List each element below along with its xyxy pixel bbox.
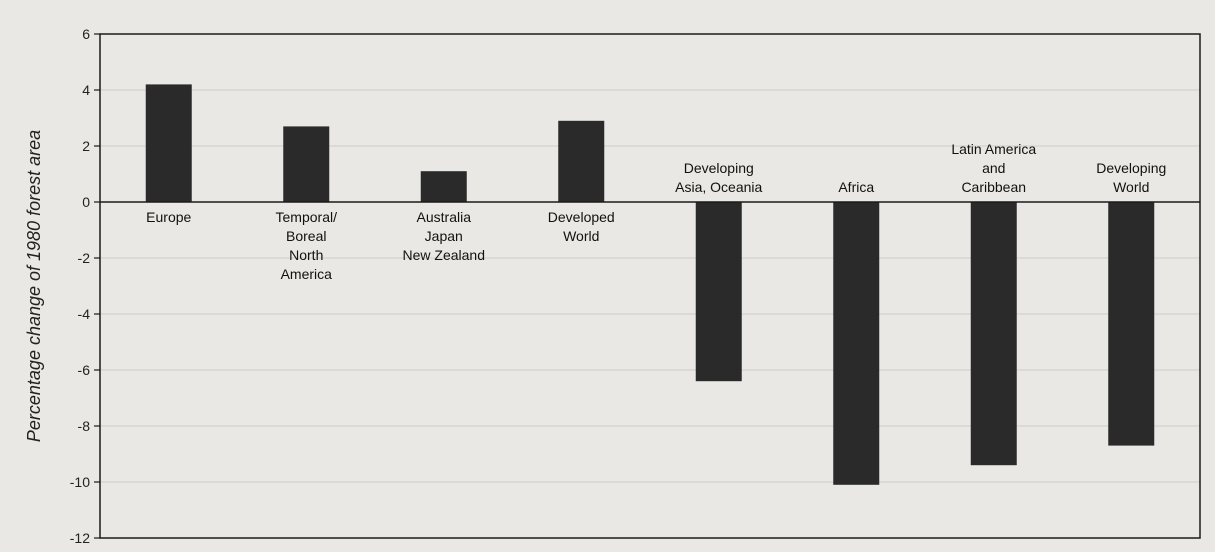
category-label-line: New Zealand	[403, 247, 486, 263]
category-label-line: Developed	[548, 209, 615, 225]
category-label-line: Developing	[1096, 160, 1166, 176]
category-label-line: and	[982, 160, 1005, 176]
bar-6	[970, 202, 1017, 466]
category-label-line: America	[281, 266, 333, 282]
bar-2	[420, 171, 467, 202]
category-label-3: Developed World	[548, 209, 615, 244]
y-tick-label: 0	[82, 194, 90, 210]
category-label-line: World	[563, 228, 599, 244]
bar-4	[695, 202, 742, 382]
category-label-line: Asia, Oceania	[675, 179, 762, 195]
category-labels: Europe Temporal/Boreal North America Austral…	[146, 141, 1166, 282]
category-label-line: Boreal	[286, 228, 326, 244]
y-tick-label: -8	[78, 418, 91, 434]
bar-3	[558, 120, 605, 202]
y-tick-label: 4	[82, 82, 90, 98]
category-label-7: Developing World	[1096, 160, 1166, 195]
category-label-line: North	[289, 247, 323, 263]
plot-frame	[99, 33, 1201, 539]
category-label-2: Australia Japan New Zealand	[403, 209, 486, 263]
category-label-line: Temporal/	[276, 209, 338, 225]
y-tick-label: -6	[78, 362, 91, 378]
category-label-line: Latin America	[951, 141, 1036, 157]
category-label-line: Developing	[684, 160, 754, 176]
bar-7	[1108, 202, 1155, 446]
bar-5	[833, 202, 880, 485]
y-axis-title: Percentage change of 1980 forest area	[24, 130, 44, 442]
category-label-6: Latin America and Caribbean	[951, 141, 1036, 195]
category-label-line: Africa	[838, 179, 874, 195]
y-tick-label: -4	[78, 306, 91, 322]
bar-1	[283, 126, 330, 202]
category-label-line: Australia	[417, 209, 472, 225]
y-tick-label: -2	[78, 250, 91, 266]
category-label-5: Africa	[838, 179, 874, 195]
category-label-line: Caribbean	[961, 179, 1026, 195]
category-label-line: Japan	[425, 228, 463, 244]
category-label-line: Europe	[146, 209, 191, 225]
category-label-4: Developing Asia, Oceania	[675, 160, 762, 195]
y-tick-label: -10	[70, 474, 90, 490]
y-tick-label: 6	[82, 26, 90, 42]
category-label-0: Europe	[146, 209, 191, 225]
y-tick-label: 2	[82, 138, 90, 154]
bars	[145, 84, 1155, 485]
y-axis-ticks: 6 4 2 0 -2 -4 -6 -8 -10 -12	[70, 26, 100, 546]
category-label-1: Temporal/Boreal North America	[276, 209, 338, 282]
bar-0	[145, 84, 192, 202]
y-tick-label: -12	[70, 530, 90, 546]
category-label-line: World	[1113, 179, 1149, 195]
